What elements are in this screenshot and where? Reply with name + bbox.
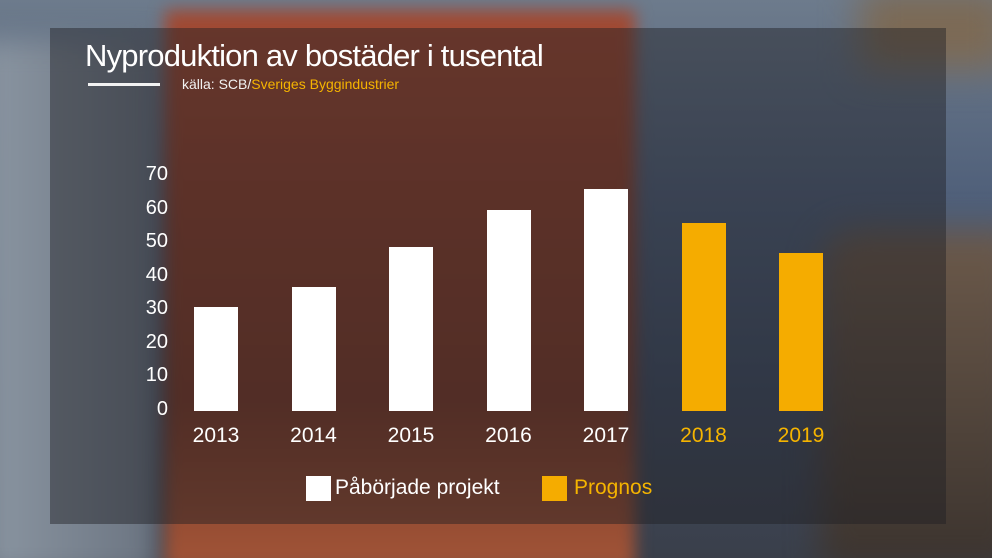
bar-2018 (681, 223, 726, 411)
bar-2013 (194, 306, 238, 411)
bar-2019 (779, 253, 823, 411)
y-tick-label: 20 (145, 330, 168, 353)
bar-2017 (584, 189, 628, 411)
legend-label-forecast: Prognos (574, 476, 653, 499)
y-tick-label: 30 (145, 297, 168, 320)
x-tick-label: 2019 (777, 424, 825, 447)
source-accent: Sveriges Byggindustrier (251, 76, 400, 92)
title-underline (88, 83, 160, 86)
y-tick-label: 50 (145, 230, 168, 253)
legend-swatch-actual (306, 475, 331, 501)
y-tick-label: 10 (145, 364, 168, 387)
legend-item-actual: Påbörjade projekt (306, 474, 500, 502)
chart-source: källa: SCB/Sveriges Byggindustrier (182, 76, 399, 92)
y-tick-label: 70 (145, 163, 168, 185)
chart-title: Nyproduktion av bostäder i tusental (85, 38, 544, 73)
x-tick-label: 2014 (290, 424, 337, 447)
x-tick-label: 2017 (582, 424, 630, 447)
y-tick-label: 0 (156, 398, 168, 420)
legend-item-forecast: Prognos (542, 474, 652, 502)
y-tick-label: 60 (145, 196, 168, 219)
bar-2015 (389, 246, 433, 411)
x-tick-label: 2015 (387, 424, 435, 447)
x-tick-label: 2016 (485, 424, 532, 447)
y-tick-label: 40 (145, 263, 168, 286)
legend-label-actual: Påbörjade projekt (335, 476, 500, 499)
x-tick-label: 2018 (680, 424, 727, 447)
bar-2016 (486, 209, 531, 411)
bar-2014 (291, 286, 336, 411)
x-tick-label: 2013 (192, 424, 240, 447)
source-prefix: källa: SCB/ (182, 76, 252, 92)
legend-swatch-forecast (542, 475, 567, 501)
